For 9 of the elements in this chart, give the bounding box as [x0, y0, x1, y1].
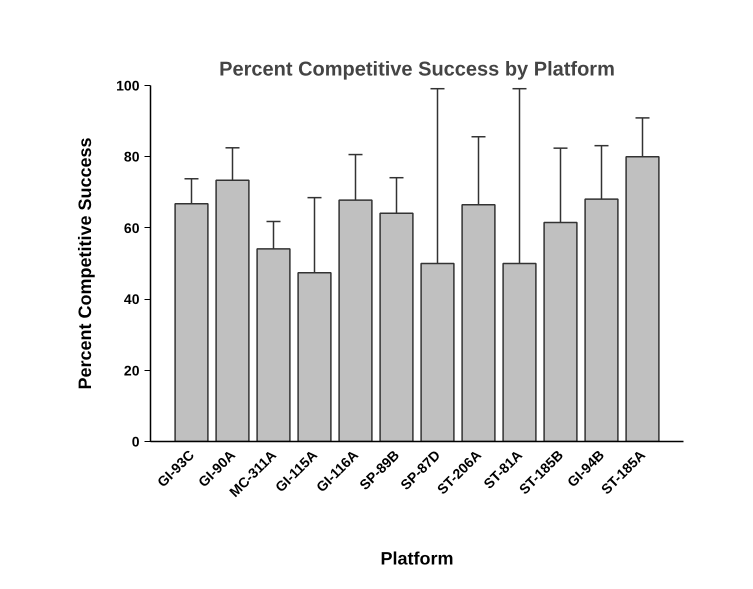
y-tick-label: 0 [132, 434, 140, 450]
y-tick-label: 20 [124, 362, 140, 378]
y-tick-label: 100 [116, 78, 140, 94]
x-axis-title: Platform [380, 548, 454, 569]
y-axis-title: Percent Competitive Success [75, 137, 96, 390]
y-tick-label: 40 [124, 291, 140, 308]
y-tick-label: 80 [124, 148, 140, 165]
y-tick-label: 60 [124, 220, 140, 236]
chart-title: Percent Competitive Success by Platform [219, 58, 615, 80]
